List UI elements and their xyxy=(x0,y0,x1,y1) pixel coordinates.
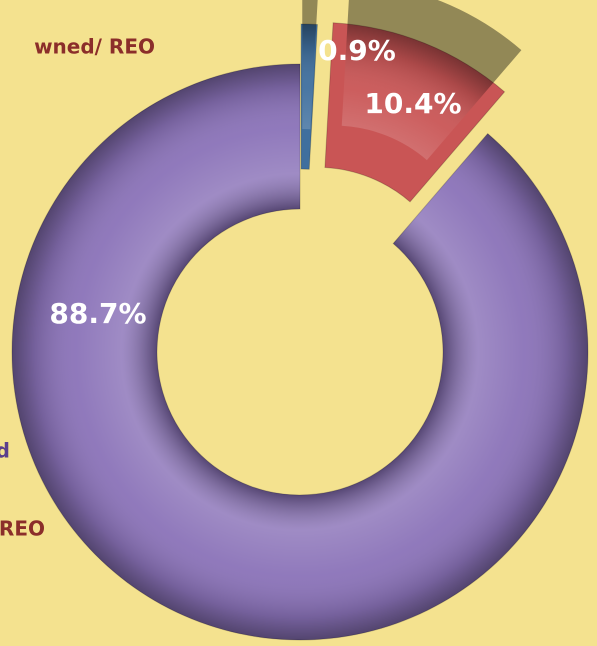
slice-shade xyxy=(302,0,318,130)
slice xyxy=(11,63,589,641)
value-label: 0.9% xyxy=(318,34,396,67)
slice-shade xyxy=(11,64,588,641)
value-label: 88.7% xyxy=(49,297,146,330)
value-label: 10.4% xyxy=(364,87,461,120)
slice xyxy=(300,0,318,170)
legend-label: d xyxy=(0,439,10,463)
slice-shade xyxy=(341,0,522,161)
legend-label: REO xyxy=(0,517,45,541)
legend-label: wned/ REO xyxy=(34,35,155,59)
slice xyxy=(324,0,522,203)
